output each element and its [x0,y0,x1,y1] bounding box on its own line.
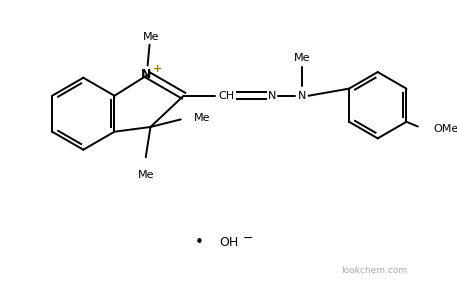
Text: OMe: OMe [433,124,457,134]
Text: OH: OH [219,236,239,249]
Text: +: + [153,64,162,74]
Text: N: N [141,68,151,81]
Text: Me: Me [143,32,159,42]
Text: lookchem.com: lookchem.com [341,266,407,275]
Text: Me: Me [294,53,310,63]
Text: Me: Me [138,170,154,179]
Text: Me: Me [194,112,211,123]
Text: N: N [267,91,276,101]
Text: −: − [243,232,253,245]
Text: N: N [298,91,306,101]
Text: •: • [194,235,203,250]
Text: CH: CH [218,91,234,101]
